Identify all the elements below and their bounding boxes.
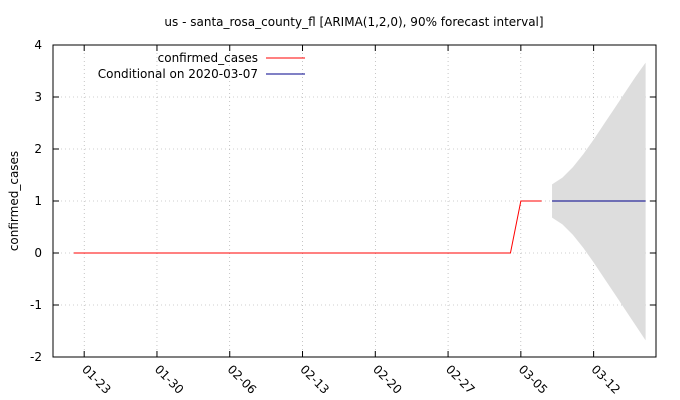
y-tick-label: 1	[34, 194, 42, 208]
legend-label: Conditional on 2020-03-07	[98, 67, 258, 81]
x-tick-label: 02-20	[370, 362, 405, 397]
x-tick-label: 01-23	[79, 362, 114, 397]
y-tick-label: -1	[30, 298, 42, 312]
forecast-interval	[552, 62, 646, 341]
x-tick-label: 03-05	[516, 362, 551, 397]
x-axis: 01-23 01-30 02-06 02-13 02-20 02-27 03-05 03-12	[79, 45, 623, 397]
y-tick-label: 2	[34, 142, 42, 156]
x-tick-label: 02-13	[297, 362, 332, 397]
series-line-0	[73, 200, 542, 254]
x-tick-label: 02-27	[443, 362, 478, 397]
legend: confirmed_cases Conditional on 2020-03-07	[98, 51, 305, 81]
y-tick-label: 3	[34, 90, 42, 104]
y-tick-label: 4	[34, 38, 42, 52]
x-tick-label: 02-06	[225, 362, 260, 397]
y-axis: -2 -1 0 1 2 3 4	[30, 38, 656, 364]
x-tick-label: 01-30	[152, 362, 187, 397]
y-tick-label: 0	[34, 246, 42, 260]
chart-title: us - santa_rosa_county_fl [ARIMA(1,2,0),…	[164, 15, 543, 29]
forecast-interval-band	[552, 62, 646, 341]
legend-label: confirmed_cases	[158, 51, 258, 65]
y-tick-label: -2	[30, 350, 42, 364]
y-axis-label: confirmed_cases	[7, 151, 21, 251]
series-lines	[73, 200, 646, 254]
x-tick-label: 03-12	[588, 362, 623, 397]
